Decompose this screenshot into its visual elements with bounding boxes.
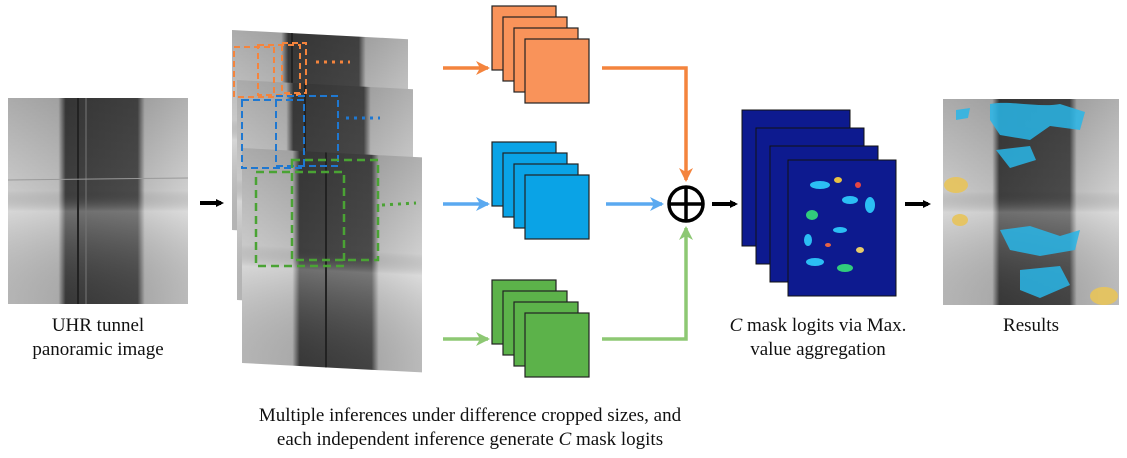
heatmap-activation bbox=[833, 227, 847, 233]
arrow-green-to-sum bbox=[602, 226, 693, 341]
results-caption: Results bbox=[1003, 315, 1059, 336]
heatmap-activation bbox=[837, 264, 853, 272]
blue-mask-logit-layer bbox=[524, 174, 590, 240]
cropped-image-stack bbox=[232, 30, 422, 373]
heatmap-activation bbox=[810, 181, 830, 189]
heatmap-activation bbox=[855, 182, 861, 188]
aggregation-caption: C mask logits via Max. value aggregation bbox=[729, 315, 907, 360]
heatmap-activation bbox=[825, 243, 831, 247]
heatmap-activation bbox=[842, 196, 858, 204]
results-image bbox=[943, 99, 1119, 305]
heatmap-activation bbox=[806, 210, 818, 220]
heatmap-activation bbox=[804, 234, 812, 246]
input-image-caption: UHR tunnel panoramic image bbox=[32, 315, 164, 360]
crop-inference-caption: Multiple inferences under difference cro… bbox=[258, 405, 682, 450]
green-crop-boxes bbox=[254, 158, 380, 268]
orange-mask-logit-layer bbox=[524, 38, 590, 104]
aggregated-mask-logits-stack bbox=[741, 109, 897, 297]
heatmap-activation bbox=[856, 247, 864, 253]
blue-crop-boxes bbox=[241, 95, 339, 169]
crop-image-green bbox=[242, 148, 422, 373]
circled-plus-icon bbox=[667, 185, 705, 223]
heatmap-activation bbox=[806, 258, 824, 266]
orange-mask-logits-stack bbox=[491, 5, 590, 104]
arrow-orange-to-sum bbox=[602, 66, 693, 182]
green-mask-logit-layer bbox=[524, 312, 590, 378]
blue-mask-logits-stack bbox=[491, 141, 590, 240]
heatmap-activation bbox=[834, 177, 842, 183]
green-mask-logits-stack bbox=[491, 279, 590, 378]
heatmap-activation bbox=[865, 197, 875, 213]
input-image bbox=[7, 98, 189, 304]
